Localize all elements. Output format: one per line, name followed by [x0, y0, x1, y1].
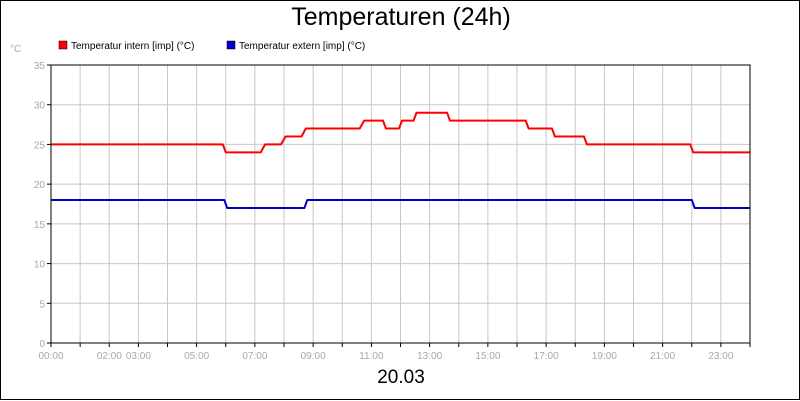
- y-axis-unit: °C: [10, 44, 21, 55]
- series-line: [51, 111, 750, 154]
- legend-swatch: [226, 40, 236, 50]
- x-tick-label: 23:00: [708, 351, 733, 362]
- x-tick-label: 02:00: [97, 351, 122, 362]
- x-tick-label: 00:00: [38, 351, 63, 362]
- x-tick-label: 13:00: [417, 351, 442, 362]
- x-axis-ticks: 00:00 02:00 03:00 05:00 07:00 09:00 11:00 13:00…: [38, 343, 751, 362]
- y-tick-label: 20: [34, 180, 46, 191]
- y-tick-label: 35: [34, 61, 46, 72]
- legend-label: Temperatur extern [imp] (°C): [239, 41, 365, 52]
- x-tick-label: 19:00: [592, 351, 617, 362]
- y-tick-label: 15: [34, 220, 46, 231]
- x-tick-label: 07:00: [242, 351, 267, 362]
- series-line: [51, 199, 750, 209]
- legend-label: Temperatur intern [imp] (°C): [71, 41, 194, 52]
- x-tick-label: 15:00: [475, 351, 500, 362]
- legend-swatch: [58, 40, 68, 50]
- x-tick-label: 05:00: [184, 351, 209, 362]
- y-tick-label: 30: [34, 101, 46, 112]
- y-tick-label: 10: [34, 260, 46, 271]
- grid-lines: [51, 64, 750, 344]
- x-axis-label: 20.03: [377, 367, 425, 388]
- y-axis-ticks: 0 5 10 15 20 25 30 35: [34, 61, 51, 350]
- x-tick-label: 21:00: [650, 351, 675, 362]
- y-tick-label: 25: [34, 140, 46, 151]
- legend: Temperatur intern [imp] (°C) Temperatur e…: [58, 40, 365, 52]
- x-tick-label: 17:00: [534, 351, 559, 362]
- y-tick-label: 5: [39, 299, 45, 310]
- series-lines: [51, 111, 750, 209]
- chart-title: Temperaturen (24h): [291, 3, 511, 31]
- x-tick-label: 03:00: [126, 351, 151, 362]
- x-tick-label: 09:00: [301, 351, 326, 362]
- plot-border: [50, 64, 751, 344]
- y-tick-label: 0: [39, 339, 45, 350]
- x-tick-label: 11:00: [359, 351, 384, 362]
